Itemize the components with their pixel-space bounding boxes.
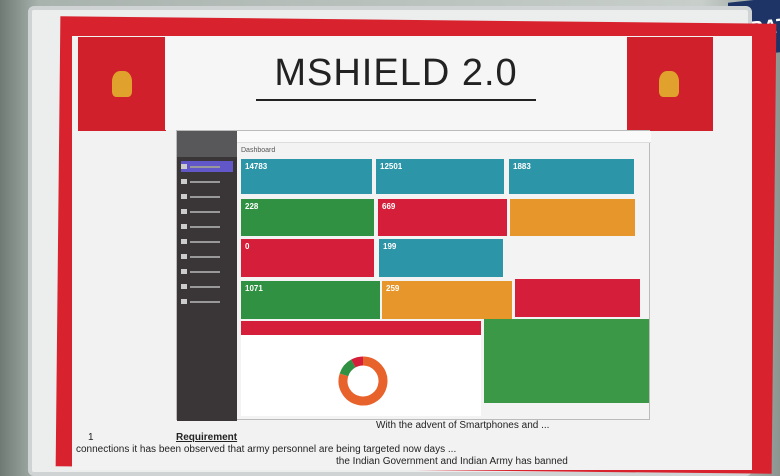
stat-tile: 12501 [376, 159, 504, 194]
dashboard-screenshot: Dashboard 14783 12501 1883 228 669 0 199 1071 25… [176, 130, 651, 421]
emblem-icon [659, 71, 679, 97]
sidebar-item [181, 281, 233, 292]
sidebar-logo [177, 131, 237, 157]
stat-tile [515, 279, 640, 317]
sidebar [177, 131, 237, 421]
sidebar-item [181, 221, 233, 232]
stat-tile [510, 199, 635, 236]
stat-tile: 1883 [509, 159, 634, 194]
emblem-icon [112, 71, 132, 97]
stat-value: 669 [382, 202, 396, 211]
stat-value: 12501 [380, 162, 403, 171]
sidebar-item [181, 251, 233, 262]
army-emblem-right [625, 37, 713, 131]
stat-tile: 1071 [241, 281, 380, 319]
stat-tile: 228 [241, 199, 374, 236]
sidebar-item [181, 161, 233, 172]
chart-panel [241, 321, 481, 416]
stat-value: 1071 [245, 284, 263, 293]
poster-title: MSHIELD 2.0 [274, 52, 518, 94]
requirement-section: With the advent of Smartphones and ... 1… [76, 418, 748, 470]
stat-tile: 669 [378, 199, 507, 236]
map-panel [484, 319, 649, 403]
stat-value: 199 [383, 242, 397, 251]
dashboard-heading: Dashboard [241, 147, 276, 154]
stat-value: 228 [245, 202, 259, 211]
stat-tile: 0 [241, 239, 374, 277]
requirement-text-line3: the Indian Government and Indian Army ha… [336, 456, 568, 467]
donut-chart [338, 356, 388, 406]
requirement-text-line2: connections it has been observed that ar… [76, 444, 457, 455]
stat-value: 14783 [245, 162, 268, 171]
sidebar-item [181, 236, 233, 247]
sidebar-item [181, 206, 233, 217]
sidebar-item [181, 176, 233, 187]
requirement-label: Requirement [176, 432, 238, 443]
chart-header [241, 321, 481, 335]
stat-value: 259 [386, 284, 400, 293]
topbar [237, 131, 651, 143]
stat-tile: 14783 [241, 159, 372, 194]
sidebar-item [181, 266, 233, 277]
stat-value: 1883 [513, 162, 531, 171]
title-box: MSHIELD 2.0 [165, 36, 627, 130]
stat-tile: 199 [379, 239, 503, 277]
requirement-text-line1: With the advent of Smartphones and ... [376, 420, 550, 431]
sidebar-item [181, 191, 233, 202]
donut-slice [339, 359, 356, 377]
donut-slice [338, 356, 388, 406]
donut-slice [351, 356, 364, 368]
title-underline [256, 99, 536, 101]
stat-value: 0 [245, 242, 250, 251]
sidebar-item [181, 296, 233, 307]
stat-tile: 259 [382, 281, 512, 319]
row-number: 1 [88, 432, 94, 443]
army-emblem-left [78, 37, 166, 131]
